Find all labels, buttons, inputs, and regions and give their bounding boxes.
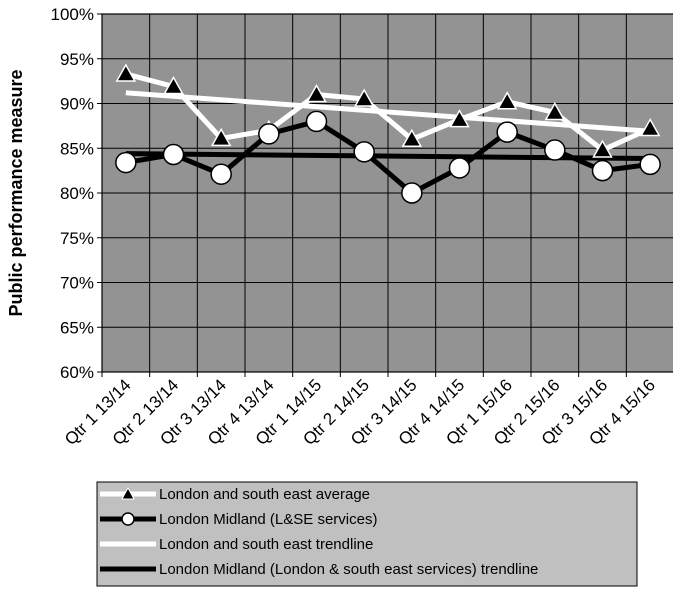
data-point-circle bbox=[544, 139, 566, 161]
legend-label: London Midland (L&SE services) bbox=[159, 511, 377, 528]
legend-item: London Midland (London & south east serv… bbox=[100, 561, 538, 578]
data-point-triangle bbox=[115, 63, 137, 82]
data-point-circle bbox=[496, 121, 518, 143]
legend-label: London and south east average bbox=[159, 486, 370, 503]
data-point-triangle bbox=[401, 128, 423, 148]
data-point-triangle bbox=[496, 91, 518, 110]
y-tick-label: 65% bbox=[60, 318, 94, 337]
y-tick-label: 60% bbox=[60, 363, 94, 382]
series-layer bbox=[115, 63, 661, 204]
y-tick-label: 80% bbox=[60, 184, 94, 203]
data-point-circle bbox=[258, 123, 280, 145]
legend-item: London Midland (L&SE services) bbox=[100, 511, 377, 528]
legend-marker-circle bbox=[121, 512, 135, 526]
legend-label: London Midland (London & south east serv… bbox=[159, 561, 538, 578]
y-tick-label: 85% bbox=[60, 139, 94, 158]
legend-item: London and south east average bbox=[100, 486, 370, 503]
data-point-triangle bbox=[163, 75, 184, 95]
series-2 bbox=[125, 90, 651, 134]
data-point-triangle bbox=[449, 109, 470, 128]
y-tick-label: 70% bbox=[60, 274, 94, 293]
data-point-triangle bbox=[353, 88, 375, 107]
y-tick-label: 90% bbox=[60, 95, 94, 114]
data-point-circle bbox=[115, 151, 137, 174]
y-tick-label: 75% bbox=[60, 229, 94, 248]
series-0 bbox=[115, 63, 661, 158]
trendline bbox=[125, 90, 651, 134]
data-point-circle bbox=[401, 182, 423, 204]
data-point-circle bbox=[448, 157, 471, 179]
data-point-circle bbox=[210, 163, 232, 185]
y-tick-label: 100% bbox=[51, 5, 94, 24]
data-point-triangle bbox=[306, 84, 327, 103]
data-point-circle bbox=[305, 110, 328, 133]
y-axis-ticks: 60% 65% 70% 75% 80% 85% 90% 95% 100% bbox=[51, 5, 102, 382]
y-axis-label: Public performance measure bbox=[6, 69, 26, 316]
data-point-triangle bbox=[592, 139, 613, 158]
legend-item: London and south east trendline bbox=[100, 536, 373, 553]
data-point-circle bbox=[639, 153, 661, 176]
data-point-circle bbox=[162, 143, 185, 166]
trendline bbox=[125, 151, 651, 162]
legend-box bbox=[96, 481, 638, 587]
data-point-triangle bbox=[210, 127, 232, 147]
series-3 bbox=[125, 151, 651, 162]
legend-label: London and south east trendline bbox=[159, 536, 373, 553]
data-point-circle bbox=[353, 141, 375, 163]
data-point-circle bbox=[591, 159, 614, 182]
legend-marker-triangle bbox=[121, 486, 135, 500]
data-point-triangle bbox=[639, 118, 661, 137]
data-point-triangle bbox=[544, 101, 566, 121]
legend: London and south east average London Midl… bbox=[96, 481, 638, 587]
y-tick-label: 95% bbox=[60, 50, 94, 69]
series-1 bbox=[115, 110, 661, 204]
